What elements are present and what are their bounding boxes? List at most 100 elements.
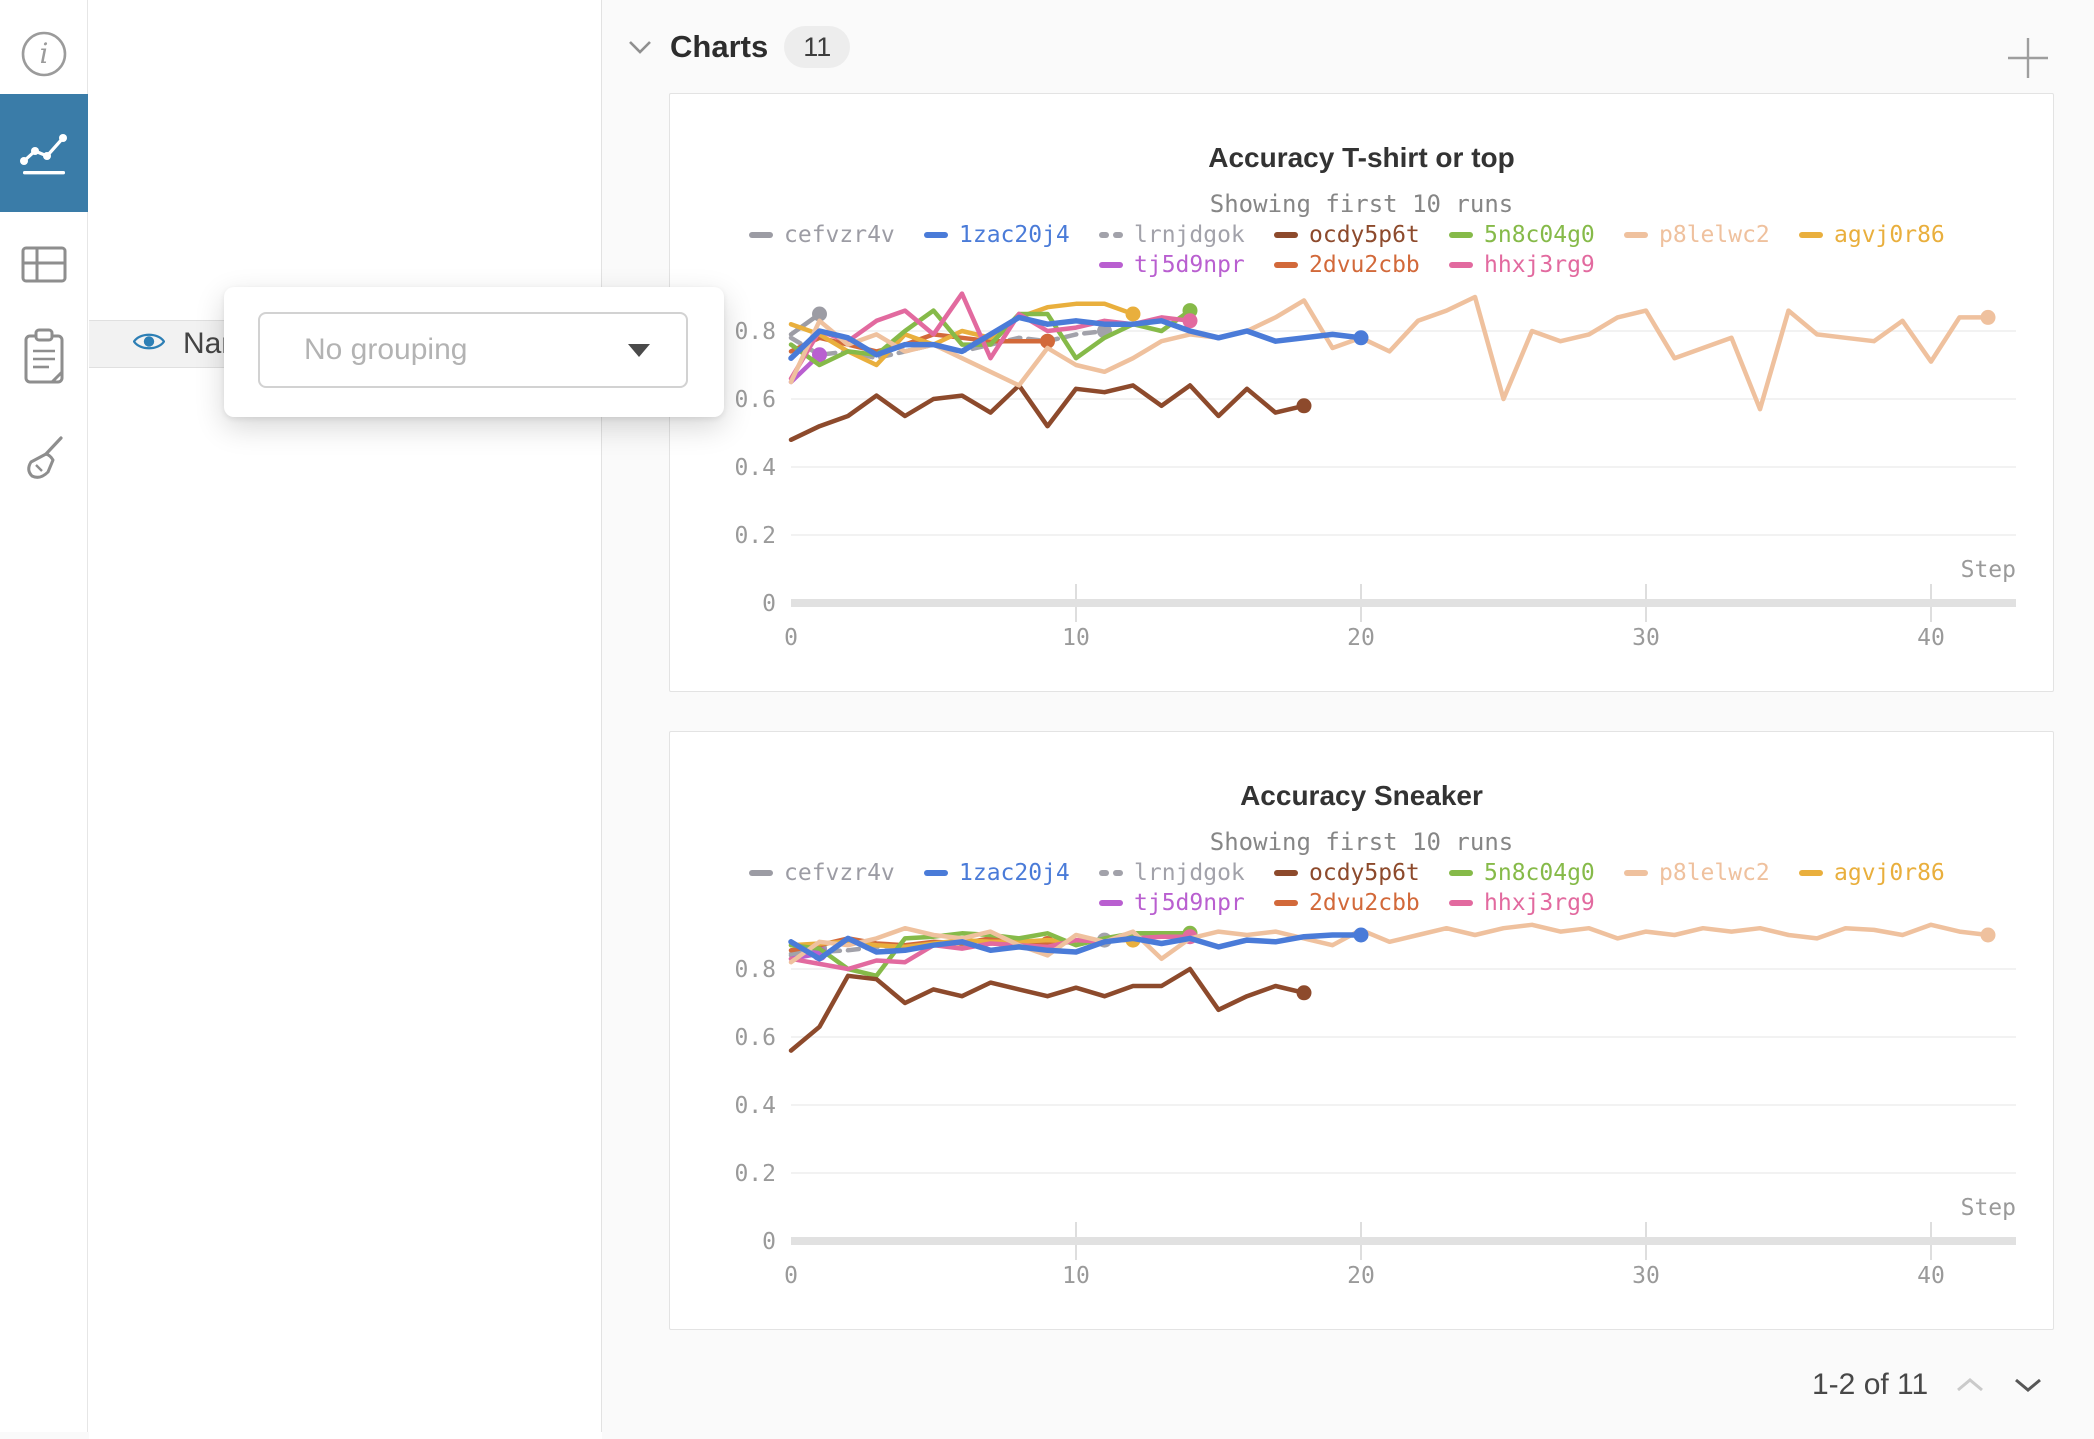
legend-item-cefvzr4v[interactable]: cefvzr4v <box>749 222 924 248</box>
legend-run-id: cefvzr4v <box>784 860 895 886</box>
legend-swatch <box>1624 232 1648 238</box>
svg-text:20: 20 <box>1347 625 1375 651</box>
legend-item-2dvu2cbb[interactable]: 2dvu2cbb <box>1274 252 1449 278</box>
grouping-popup: No grouping <box>224 287 724 417</box>
legend-run-id: 5n8c04g0 <box>1484 860 1595 886</box>
legend-swatch <box>1099 232 1123 238</box>
chart-legend-row-1: cefvzr4v 1zac20j4 lrnjdgok ocdy5p6t 5n8c04g0… <box>670 222 2053 248</box>
table-icon <box>19 239 69 294</box>
svg-text:0.6: 0.6 <box>734 387 776 413</box>
legend-swatch <box>1274 900 1298 906</box>
sidebar-item-logs[interactable] <box>0 312 88 408</box>
legend-run-id: hhxj3rg9 <box>1484 890 1595 916</box>
legend-item-tj5d9npr[interactable]: tj5d9npr <box>1099 252 1274 278</box>
charts-collapse-chevron[interactable] <box>626 38 654 56</box>
svg-text:i: i <box>40 37 49 70</box>
series-line-1zac20j4 <box>788 314 1364 361</box>
legend-item-tj5d9npr[interactable]: tj5d9npr <box>1099 890 1274 916</box>
svg-text:0.8: 0.8 <box>734 957 776 983</box>
legend-item-ocdy5p6t[interactable]: ocdy5p6t <box>1274 860 1449 886</box>
legend-item-2dvu2cbb[interactable]: 2dvu2cbb <box>1274 890 1449 916</box>
legend-item-p8lelwc2[interactable]: p8lelwc2 <box>1624 860 1799 886</box>
chart-title: Accuracy T-shirt or top <box>1208 142 1515 173</box>
line-chart-plot: 0 0.2 0.4 0.6 0.8 0 10 20 30 40 Step <box>734 291 2016 651</box>
legend-swatch <box>1099 262 1123 268</box>
legend-swatch <box>1799 232 1823 238</box>
pagination-label: 1-2 of 11 <box>1812 1368 1929 1401</box>
legend-run-id: 1zac20j4 <box>959 222 1070 248</box>
svg-text:0: 0 <box>784 1263 798 1289</box>
sidebar-item-workspace[interactable] <box>0 94 88 212</box>
legend-swatch <box>1274 870 1298 876</box>
charts-pagination: 1-2 of 11 <box>1812 1368 2044 1402</box>
svg-text:0.4: 0.4 <box>734 1093 776 1119</box>
svg-text:0: 0 <box>762 1229 776 1255</box>
legend-item-hhxj3rg9[interactable]: hhxj3rg9 <box>1449 890 1624 916</box>
legend-item-hhxj3rg9[interactable]: hhxj3rg9 <box>1449 252 1624 278</box>
series-line-p8lelwc2 <box>788 922 1991 965</box>
legend-item-5n8c04g0[interactable]: 5n8c04g0 <box>1449 860 1624 886</box>
legend-run-id: ocdy5p6t <box>1309 860 1420 886</box>
svg-text:0.2: 0.2 <box>734 1161 776 1187</box>
sidebar-item-info[interactable]: i <box>0 8 88 104</box>
legend-item-lrnjdgok[interactable]: lrnjdgok <box>1099 222 1274 248</box>
plus-icon <box>2004 38 2052 86</box>
legend-run-id: 5n8c04g0 <box>1484 222 1595 248</box>
pagination-prev-button[interactable] <box>1954 1376 1986 1394</box>
svg-text:0.6: 0.6 <box>734 1025 776 1051</box>
legend-swatch <box>749 232 773 238</box>
legend-swatch <box>1624 870 1648 876</box>
series-line-5n8c04g0 <box>788 308 1193 368</box>
svg-text:Step: Step <box>1961 557 2016 583</box>
chart-subtitle: Showing first 10 runs <box>1209 828 1514 856</box>
legend-swatch <box>1274 232 1298 238</box>
chart-subtitle: Showing first 10 runs <box>1209 190 1514 218</box>
series-line-1zac20j4 <box>788 932 1364 962</box>
chart-legend-row-2: tj5d9npr 2dvu2cbb hhxj3rg9 <box>670 252 2053 278</box>
legend-swatch <box>1449 262 1473 268</box>
legend-item-p8lelwc2[interactable]: p8lelwc2 <box>1624 222 1799 248</box>
legend-run-id: p8lelwc2 <box>1659 860 1770 886</box>
add-panel-button[interactable] <box>2004 34 2052 82</box>
svg-text:40: 40 <box>1917 1263 1945 1289</box>
legend-run-id: tj5d9npr <box>1134 890 1245 916</box>
runs-panel <box>88 0 602 1432</box>
legend-item-1zac20j4[interactable]: 1zac20j4 <box>924 222 1099 248</box>
legend-item-5n8c04g0[interactable]: 5n8c04g0 <box>1449 222 1624 248</box>
legend-run-id: cefvzr4v <box>784 222 895 248</box>
legend-run-id: 2dvu2cbb <box>1309 890 1420 916</box>
svg-text:0: 0 <box>784 625 798 651</box>
legend-swatch <box>924 870 948 876</box>
chart-panel-accuracy-tshirt: Accuracy T-shirt or top Showing first 10… <box>669 93 2054 692</box>
sidebar-item-sweeps[interactable] <box>0 414 88 510</box>
legend-item-agvj0r86[interactable]: agvj0r86 <box>1799 222 1974 248</box>
legend-swatch <box>1274 262 1298 268</box>
svg-text:40: 40 <box>1917 625 1945 651</box>
legend-run-id: lrnjdgok <box>1134 860 1245 886</box>
pagination-next-button[interactable] <box>2012 1376 2044 1394</box>
legend-item-ocdy5p6t[interactable]: ocdy5p6t <box>1274 222 1449 248</box>
chart-legend-row-2: tj5d9npr 2dvu2cbb hhxj3rg9 <box>670 890 2053 916</box>
line-chart-plot: 0 0.2 0.4 0.6 0.8 0 10 20 30 40 Step <box>734 922 2016 1289</box>
charts-section-header: Charts 11 <box>626 26 851 68</box>
svg-text:Step: Step <box>1961 1195 2016 1221</box>
legend-run-id: ocdy5p6t <box>1309 222 1420 248</box>
sidebar-item-table[interactable] <box>0 218 88 314</box>
legend-item-1zac20j4[interactable]: 1zac20j4 <box>924 860 1099 886</box>
legend-item-agvj0r86[interactable]: agvj0r86 <box>1799 860 1974 886</box>
grouping-select-value: No grouping <box>304 333 468 366</box>
svg-text:0: 0 <box>762 591 776 617</box>
svg-text:0.8: 0.8 <box>734 319 776 345</box>
legend-item-cefvzr4v[interactable]: cefvzr4v <box>749 860 924 886</box>
svg-text:0.4: 0.4 <box>734 455 776 481</box>
legend-run-id: p8lelwc2 <box>1659 222 1770 248</box>
svg-text:10: 10 <box>1062 625 1090 651</box>
legend-swatch <box>749 870 773 876</box>
chart-legend-row-1: cefvzr4v 1zac20j4 lrnjdgok ocdy5p6t 5n8c04g0… <box>670 860 2053 886</box>
legend-item-lrnjdgok[interactable]: lrnjdgok <box>1099 860 1274 886</box>
svg-text:0.2: 0.2 <box>734 523 776 549</box>
svg-text:10: 10 <box>1062 1263 1090 1289</box>
series-line-ocdy5p6t <box>788 383 1307 443</box>
visibility-eye-icon[interactable] <box>132 330 166 358</box>
grouping-select[interactable]: No grouping <box>258 312 688 388</box>
